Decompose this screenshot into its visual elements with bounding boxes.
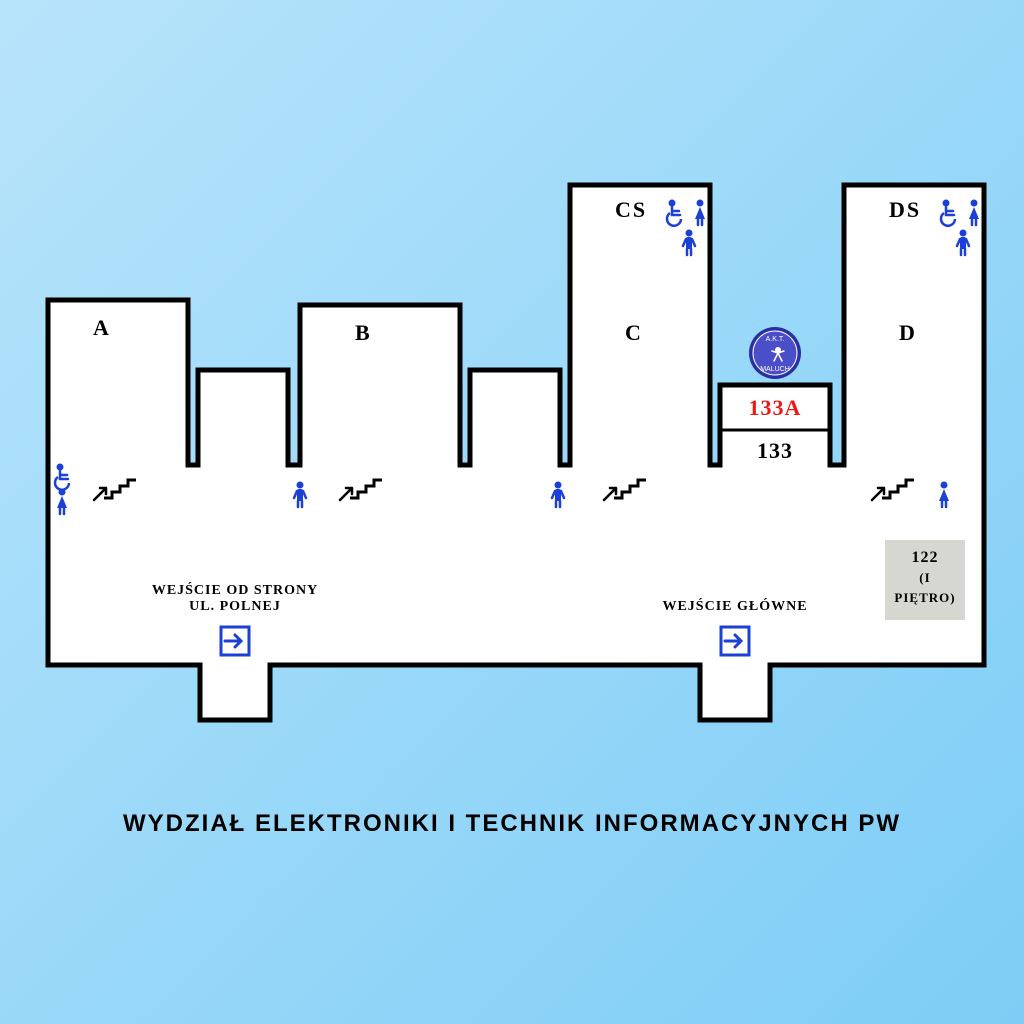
wing-label-DS: DS: [889, 197, 921, 222]
page-caption: WYDZIAŁ ELEKTRONIKI I TECHNIK INFORMACYJ…: [0, 810, 1024, 838]
wing-label-D: D: [899, 320, 917, 345]
floorplan-svg: 122 (I PIĘTRO) A B C D CS DS 133A 133 WEJŚCIE OD ST…: [0, 0, 1024, 1024]
room-133-label: 133: [757, 438, 793, 463]
room-122-label-line: (I: [919, 570, 930, 585]
logo-text-bottom: MALUCH: [760, 366, 790, 373]
entrance-label: UL. POLNEJ: [189, 599, 281, 614]
room-122-label-line: 122: [912, 549, 939, 566]
entrance-label: WEJŚCIE OD STRONY: [152, 581, 318, 598]
wing-label-C: C: [625, 320, 643, 345]
canvas: 122 (I PIĘTRO) A B C D CS DS 133A 133 WEJŚCIE OD ST…: [0, 0, 1024, 1024]
logo-text-top: A.K.T.: [766, 336, 785, 343]
wing-label-CS: CS: [615, 197, 647, 222]
entrance-label: WEJŚCIE GŁÓWNE: [662, 597, 807, 614]
room-133a-label: 133A: [749, 395, 802, 420]
wing-label-A: A: [93, 315, 111, 340]
room-122-label-line: PIĘTRO): [894, 590, 955, 605]
wing-label-B: B: [355, 320, 372, 345]
